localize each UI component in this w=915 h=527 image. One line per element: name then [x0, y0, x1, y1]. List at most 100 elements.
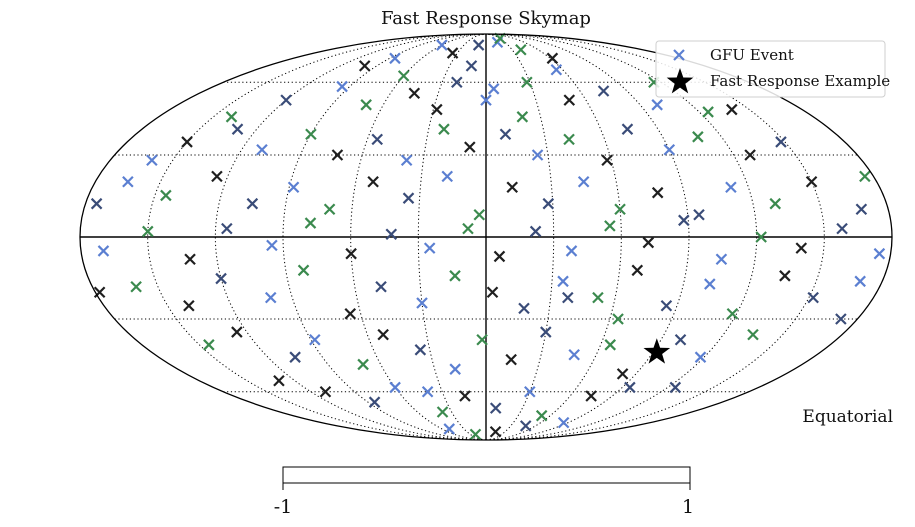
gfu-event-marker	[122, 176, 134, 188]
gfu-event-marker	[540, 326, 552, 338]
gfu-event-marker	[287, 181, 300, 194]
gfu-event-marker	[423, 242, 436, 254]
gfu-event-marker	[726, 103, 738, 116]
gfu-event-marker	[441, 170, 454, 183]
gfu-event-marker	[585, 390, 597, 402]
gfu-event-marker	[436, 39, 448, 51]
gfu-event-marker	[367, 176, 379, 188]
gfu-event-marker	[805, 176, 818, 188]
gfu-event-marker	[130, 280, 142, 293]
coordinate-label: Equatorial	[802, 407, 893, 427]
gfu-event-marker	[231, 123, 244, 135]
gfu-event-marker	[464, 141, 476, 153]
gfu-event-marker	[397, 70, 410, 82]
gfu-event-marker	[90, 197, 103, 210]
gfu-event-marker	[505, 353, 517, 366]
legend: GFU Event Fast Response Example	[655, 40, 890, 98]
gfu-event-marker	[465, 60, 478, 72]
gfu-event-marker	[375, 280, 387, 293]
gfu-event-marker	[565, 245, 578, 257]
gfu-event-marker	[557, 416, 570, 429]
gfu-event-marker	[225, 111, 238, 123]
gfu-event-marker	[592, 291, 604, 304]
gfu-event-marker	[402, 192, 415, 204]
gfu-event-marker	[431, 103, 443, 116]
colorbar-rect	[282, 466, 691, 484]
gfu-event-marker	[93, 286, 106, 298]
gfu-event-marker	[323, 203, 336, 216]
gfu-event-marker	[297, 264, 310, 277]
gfu-event-marker	[562, 291, 574, 304]
gfu-event-marker	[835, 313, 847, 325]
gfu-event-marker	[142, 225, 154, 238]
gfu-event-marker	[494, 32, 506, 45]
gfu-event-marker	[631, 264, 644, 277]
gfu-event-marker	[529, 225, 542, 238]
gfu-event-marker	[563, 94, 576, 106]
gfu-event-marker	[499, 128, 512, 141]
gfu-event-marker	[692, 131, 704, 143]
gfu-event-marker	[516, 111, 529, 123]
legend-label-gfu: GFU Event	[710, 46, 794, 64]
gfu-event-marker	[726, 307, 739, 320]
gfu-event-marker	[436, 406, 449, 418]
gfu-event-marker	[489, 402, 502, 414]
gfu-event-marker	[519, 420, 532, 432]
gfu-event-marker	[246, 197, 259, 210]
gfu-event-marker	[389, 381, 401, 394]
gfu-event-marker	[859, 170, 871, 183]
legend-label-fast-response: Fast Response Example	[710, 72, 890, 90]
gfu-event-marker	[493, 250, 506, 263]
gfu-event-marker	[446, 47, 459, 59]
gfu-event-marker	[873, 247, 886, 260]
gfu-event-marker	[624, 381, 636, 394]
legend-marker-gfu	[673, 49, 685, 61]
gfu-event-marker	[160, 189, 172, 202]
gfu-event-marker	[489, 425, 502, 438]
gfu-event-marker	[704, 278, 716, 290]
gfu-event-marker	[473, 208, 486, 221]
gfu-event-marker	[385, 228, 398, 240]
gfu-event-marker	[614, 203, 626, 216]
gfu-event-marker	[469, 428, 482, 441]
gfu-event-marker	[421, 385, 434, 398]
gfu-event-marker	[518, 302, 530, 315]
gfu-event-marker	[357, 358, 369, 371]
gfu-event-marker	[476, 333, 488, 346]
meridian-line	[282, 34, 487, 440]
gfu-event-marker	[451, 76, 463, 89]
gfu-event-marker	[203, 339, 215, 351]
gfu-event-marker	[344, 307, 357, 320]
gfu-event-marker	[779, 270, 791, 282]
gfu-event-marker	[535, 409, 548, 422]
gfu-event-marker	[184, 253, 196, 266]
gfu-event-marker	[183, 299, 195, 312]
gfu-event-marker	[377, 328, 389, 341]
gfu-event-marker	[211, 170, 223, 183]
gfu-event-marker	[304, 217, 317, 229]
gfu-event-marker	[462, 222, 474, 235]
gfu-event-marker	[146, 154, 158, 167]
colorbar: -1 1	[274, 466, 694, 518]
gfu-event-marker	[563, 133, 575, 146]
gfu-event-marker	[546, 52, 559, 65]
gfu-event-marker	[601, 154, 613, 167]
gfu-event-marker	[443, 423, 456, 435]
gfu-event-marker	[678, 214, 690, 227]
gfu-event-marker	[221, 222, 233, 235]
gfu-event-marker	[280, 94, 292, 106]
gfu-event-marker	[264, 291, 277, 304]
gfu-event-marker	[660, 299, 673, 312]
gfu-event-marker	[795, 242, 808, 254]
gfu-event-marker	[289, 351, 301, 363]
gfu-event-marker	[486, 286, 499, 298]
gfu-event-marker	[597, 85, 610, 97]
gfu-event-marker	[604, 339, 617, 351]
gfu-event-marker	[438, 123, 450, 135]
gfu-event-marker	[744, 149, 756, 161]
gfu-event-marker	[273, 374, 285, 387]
gfu-event-marker	[515, 43, 527, 56]
gfu-event-marker	[521, 76, 533, 89]
gfu-event-marker	[231, 326, 243, 338]
gfu-event-marker	[669, 381, 682, 394]
